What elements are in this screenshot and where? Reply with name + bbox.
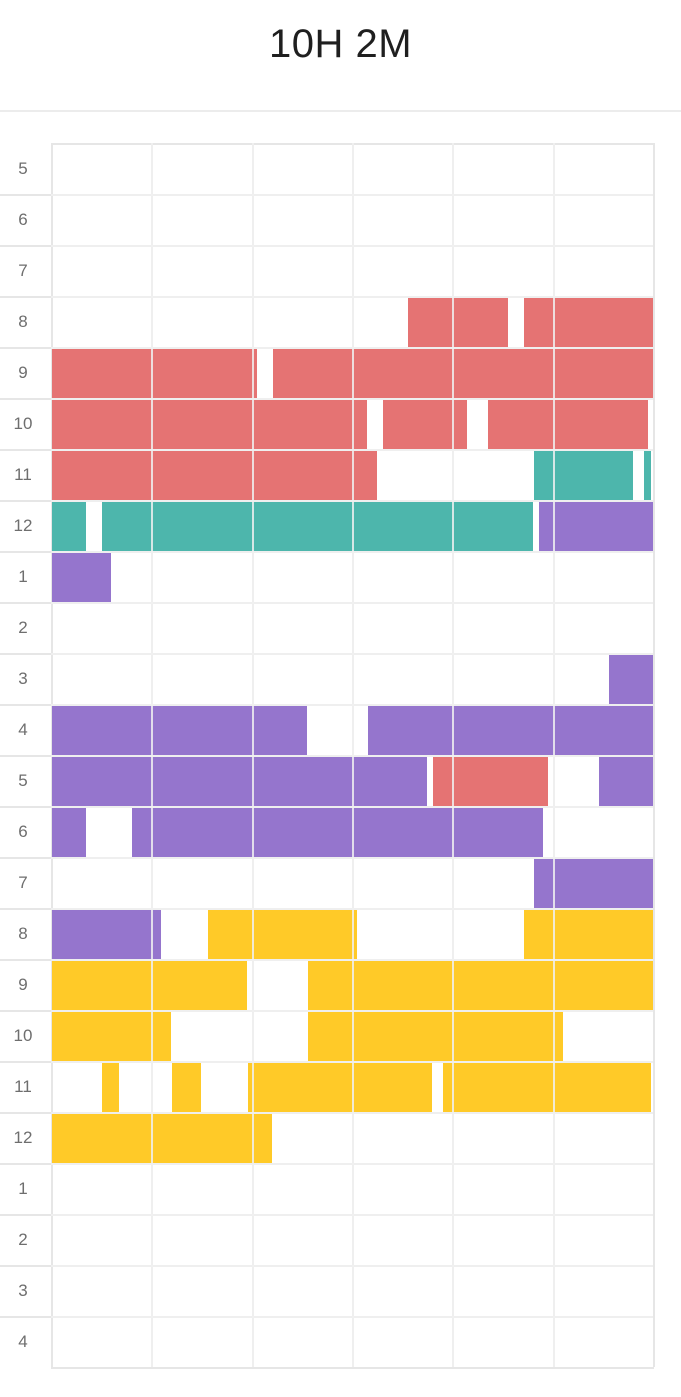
hour-label: 10 [13,414,33,433]
activity-block-yellow [523,910,653,959]
grid-row-overlay [51,194,653,196]
activity-block-red [433,757,548,806]
activity-block-red [523,298,653,347]
hour-label: 1 [18,1179,28,1198]
activity-block-yellow [247,1063,433,1112]
grid-row-overlay [51,602,653,604]
hour-label: 2 [18,618,28,637]
grid-row-overlay [51,1316,653,1318]
activity-block-yellow [52,1114,272,1163]
activity-block-purple [538,502,653,551]
activity-block-purple [132,808,543,857]
grid-row-overlay [51,806,653,808]
hour-label: 9 [18,363,28,382]
hour-label: 12 [13,1128,33,1147]
hour-label: 10 [13,1026,33,1045]
hour-label: 2 [18,1230,28,1249]
activity-block-purple [598,757,653,806]
grid-row-overlay [51,653,653,655]
hour-label: 5 [18,159,28,178]
grid-row-overlay [51,1214,653,1216]
activity-block-yellow [52,961,247,1010]
activity-block-teal [52,502,87,551]
activity-block-teal [533,451,633,500]
grid-row-overlay [51,755,653,757]
activity-block-red [52,349,257,398]
grid-row-overlay [51,551,653,553]
grid-row-overlay [51,908,653,910]
hour-label: 7 [18,873,28,892]
activity-block-red [272,349,653,398]
hour-label: 8 [18,924,28,943]
hour-label: 4 [18,1332,28,1351]
grid-row-line [51,1367,654,1369]
hour-label: 3 [18,1281,28,1300]
hour-label: 7 [18,261,28,280]
activity-block-purple [52,910,162,959]
activity-block-yellow [307,1012,563,1061]
hour-label: 6 [18,822,28,841]
activity-block-red [52,451,378,500]
activity-block-red [488,400,648,449]
activity-block-purple [628,655,653,704]
hour-label: 8 [18,312,28,331]
activity-block-red [383,400,468,449]
activity-block-purple [368,706,653,755]
activity-block-yellow [172,1063,202,1112]
activity-block-red [52,400,368,449]
grid-row-overlay [51,296,653,298]
header: 10H 2M [0,0,681,110]
hour-label: 5 [18,771,28,790]
grid-row-overlay [51,1163,653,1165]
grid-row-overlay [51,449,653,451]
hour-label: 6 [18,210,28,229]
grid-row-overlay [51,1010,653,1012]
grid-row-overlay [51,1112,653,1114]
grid-row-overlay [51,857,653,859]
total-duration-title: 10H 2M [268,22,413,66]
hour-label: 11 [14,1077,32,1096]
activity-block-yellow [52,1012,172,1061]
activity-block-yellow [207,910,358,959]
activity-block-yellow [307,961,653,1010]
activity-block-red [408,298,508,347]
hour-label: 1 [18,567,28,586]
grid-row-overlay [51,1265,653,1267]
hour-label: 4 [18,720,28,739]
grid-row-overlay [51,245,653,247]
activity-block-purple [52,808,87,857]
hour-label: 12 [13,516,33,535]
grid-column-line [653,143,655,1367]
hour-label: 3 [18,669,28,688]
activity-block-purple [52,706,307,755]
grid-row-overlay [51,1061,653,1063]
grid-row-overlay [51,398,653,400]
grid-row-overlay [51,704,653,706]
grid-row-overlay [51,347,653,349]
header-divider [0,110,681,112]
grid-row-overlay [51,959,653,961]
hour-label: 9 [18,975,28,994]
hourly-activity-grid: 5 6 7 8 9 10 11 12 1 2 3 4 5 6 7 8 9 10 11 12 1 2 3 4 [0,143,681,1369]
activity-block-yellow [102,1063,120,1112]
activity-block-teal [102,502,533,551]
activity-block-teal [643,451,651,500]
activity-block-purple [52,553,112,602]
activity-block-purple [533,859,653,908]
grid-row-overlay [51,500,653,502]
hour-label: 11 [14,465,32,484]
activity-block-purple [52,757,428,806]
activity-block-yellow [443,1063,651,1112]
